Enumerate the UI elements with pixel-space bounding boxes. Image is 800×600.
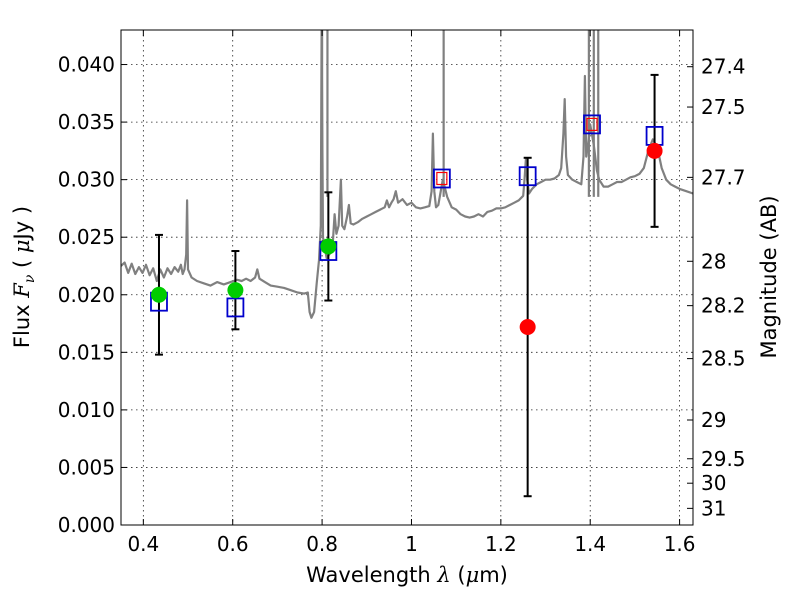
x-tick-label: 0.4 [127,532,159,556]
tick-layer: 0.4 0.6 0.8 1 1.2 1.4 1.6 0.000 0.005 0.010 0.015 0… [58,30,746,556]
grid [121,30,693,526]
model-square-inner-marker [436,171,448,186]
y2-tick-label: 28 [701,249,726,273]
model-square-marker [432,168,451,189]
y2-tick-label: 27.4 [701,55,746,79]
observed-point-layer [150,142,663,335]
model-square-marker [226,297,245,318]
y-tick-label: 0.035 [58,110,115,134]
observed-point [646,142,663,159]
model-square-inner-marker [586,117,598,131]
y-tick-label: 0.040 [58,53,115,77]
model-square-marker [518,166,537,187]
x-tick-label: 0.8 [306,532,338,556]
spectrum-line [121,30,693,319]
x-axis-label: Wavelength λ (μm) [306,563,508,587]
y-tick-label: 0.020 [58,283,115,307]
y2-axis-label: Magnitude (AB) [757,195,781,358]
y2-tick-label: 30 [701,471,726,495]
y2-tick-label: 29.5 [701,447,746,471]
observed-point [519,319,536,335]
y-axis-label: Flux Fν ( μJy ) [10,206,38,348]
y2-tick-label: 28.5 [701,347,746,371]
y-tick-label: 0.015 [58,340,115,364]
spectrum-layer [121,30,693,319]
y2-tick-label: 27.5 [701,95,746,119]
y-tick-label: 0.025 [58,225,115,249]
y2-tick-label: 31 [701,496,726,520]
y-tick-label: 0.000 [58,513,115,537]
x-tick-label: 1 [405,532,418,556]
y2-tick-label: 29 [701,408,726,432]
model-square-marker [583,114,601,135]
x-tick-label: 1.4 [574,532,606,556]
plot-frame [120,29,694,526]
x-tick-label: 1.6 [664,532,696,556]
x-tick-label: 0.6 [217,532,249,556]
y2-tick-label: 28.2 [701,294,746,318]
y2-tick-label: 27.7 [701,165,746,189]
y-tick-label: 0.030 [58,168,115,192]
observed-point [227,282,244,299]
y-tick-label: 0.005 [58,455,115,479]
y-tick-label: 0.010 [58,398,115,422]
observed-point [320,238,337,255]
observed-point [150,286,167,303]
x-tick-label: 1.2 [485,532,517,556]
